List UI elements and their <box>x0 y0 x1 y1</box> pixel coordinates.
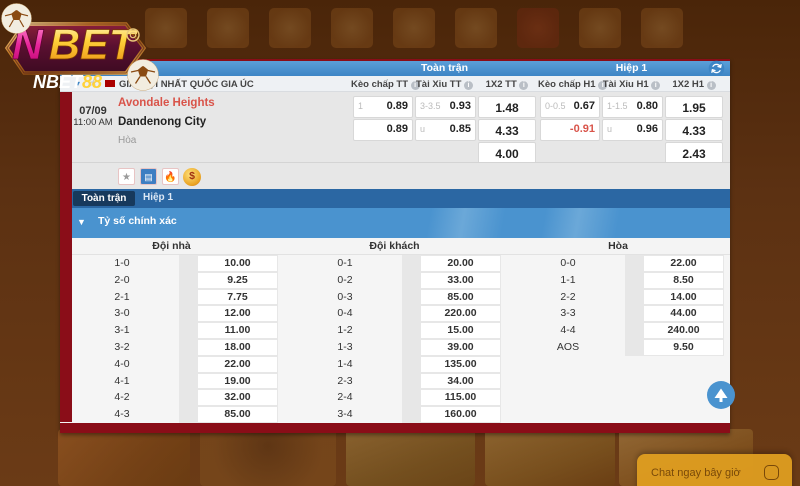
svg-text:NBET88: NBET88 <box>33 72 102 92</box>
